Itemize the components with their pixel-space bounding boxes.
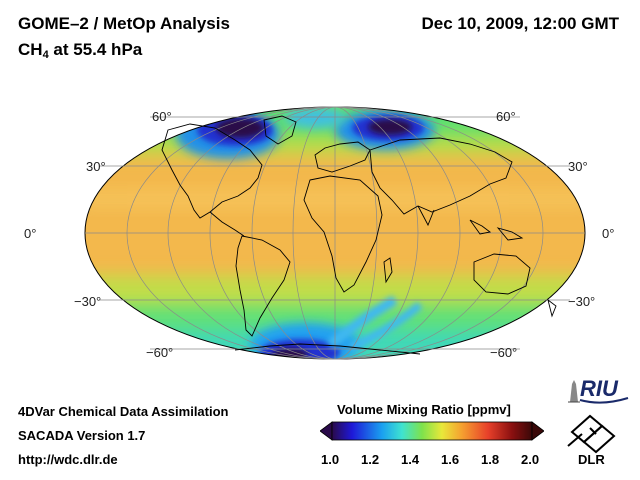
map-title: GOME–2 / MetOp Analysis [18, 14, 230, 33]
svg-text:RIU: RIU [580, 376, 619, 401]
dlr-logo: DLR [562, 412, 618, 473]
lat-label-eq-right: 0° [602, 226, 615, 241]
coastlines [161, 115, 557, 355]
colorbar-tick-label: 1.0 [321, 452, 340, 467]
lat-label-60s-left: −60° [146, 345, 174, 360]
colorbar-title: Volume Mixing Ratio [ppmv] [337, 402, 511, 417]
lat-label-60s-right: −60° [490, 345, 518, 360]
lat-label-30n-left: 30° [86, 159, 106, 174]
pressure-level: at 55.4 hPa [48, 40, 143, 59]
lat-label-30n-right: 30° [568, 159, 588, 174]
colorbar-tick-label: 2.0 [521, 452, 540, 467]
lat-label-eq-left: 0° [24, 226, 37, 241]
colorbar-tick-label: 1.8 [481, 452, 500, 467]
colorbar [320, 421, 544, 441]
lat-label-30s-left: −30° [74, 294, 102, 309]
footer-url: http://wdc.dlr.de [18, 452, 118, 467]
lat-label-60n-left: 60° [152, 109, 172, 124]
analysis-datetime: Dec 10, 2009, 12:00 GMT [421, 14, 619, 33]
colorbar-tick-label: 1.6 [441, 452, 460, 467]
footer-method: 4DVar Chemical Data Assimilation [18, 404, 229, 419]
species-subscript: 4 [42, 49, 49, 61]
colorbar-low-arrow [320, 421, 333, 441]
graticule [84, 106, 586, 360]
colorbar-gradient [331, 421, 533, 441]
lat-label-30s-right: −30° [568, 294, 596, 309]
lat-label-60n-right: 60° [496, 109, 516, 124]
colorbar-tick-label: 1.4 [401, 452, 420, 467]
colorbar-high-arrow [531, 421, 544, 441]
colorbar-tick-label: 1.2 [361, 452, 380, 467]
species-name: CH [18, 40, 43, 59]
svg-text:DLR: DLR [578, 452, 605, 467]
map-subtitle: CH4 at 55.4 hPa [18, 40, 142, 61]
riu-logo: RIU [566, 372, 632, 411]
footer-version: SACADA Version 1.7 [18, 428, 146, 443]
